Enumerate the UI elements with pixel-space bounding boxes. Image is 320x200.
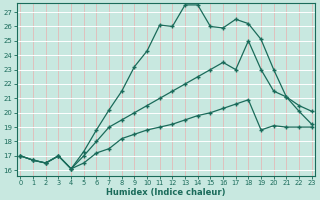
X-axis label: Humidex (Indice chaleur): Humidex (Indice chaleur) xyxy=(106,188,226,197)
